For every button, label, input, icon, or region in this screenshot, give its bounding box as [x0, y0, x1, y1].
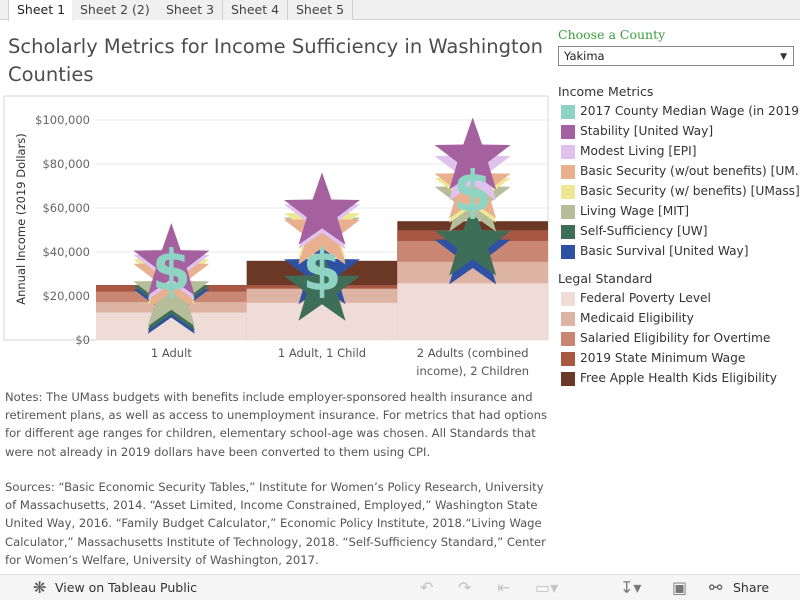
view-on-tableau-public-link[interactable]: View on Tableau Public — [55, 580, 198, 595]
legend-item[interactable]: 2019 State Minimum Wage — [560, 349, 800, 369]
legend-item[interactable]: Stability [United Way] — [560, 122, 800, 142]
legend-swatch — [561, 312, 575, 326]
legend-item[interactable]: Living Wage [MIT] — [560, 202, 800, 222]
legend-swatch — [561, 352, 575, 366]
legend-item[interactable]: Federal Poverty Level — [560, 289, 800, 309]
y-tick-label: $20,000 — [42, 289, 90, 303]
legal-band — [397, 283, 548, 340]
legend-label: Basic Survival [United Way] — [580, 244, 749, 258]
income-dollar-marker: $ — [303, 239, 342, 304]
county-dropdown[interactable]: Yakima ▼ — [558, 46, 794, 66]
legend-item[interactable]: Modest Living [EPI] — [560, 142, 800, 162]
legend-swatch — [561, 125, 575, 139]
legend-swatch — [561, 372, 575, 386]
legend-item[interactable]: Basic Security (w/out benefits) [UM... — [560, 162, 800, 182]
tab-sheet-4[interactable]: Sheet 4 — [223, 0, 289, 20]
share-icon[interactable]: ⚯ — [709, 578, 723, 597]
income-dollar-marker: $ — [453, 159, 492, 224]
legend-swatch — [561, 292, 575, 306]
tab-sheet-3[interactable]: Sheet 3 — [158, 0, 224, 20]
legend-item[interactable]: Free Apple Health Kids Eligibility — [560, 369, 800, 389]
x-category-label: 2 Adults (combined — [417, 346, 529, 360]
county-filter-label: Choose a County — [558, 27, 666, 42]
legend-swatch — [561, 165, 575, 179]
x-category-label: 1 Adult — [151, 346, 192, 360]
revert-icon[interactable]: ⇤ — [497, 578, 511, 597]
legend-label: Free Apple Health Kids Eligibility — [580, 371, 778, 385]
legend-label: Self-Sufficiency [UW] — [580, 224, 708, 238]
legend-label: 2017 County Median Wage (in 2019 ... — [580, 104, 800, 118]
legend-label: Stability [United Way] — [580, 124, 714, 138]
legend-legal-title: Legal Standard — [558, 271, 653, 286]
legend-label: 2019 State Minimum Wage — [580, 351, 746, 365]
legend-swatch — [561, 105, 575, 119]
legend-label: Basic Security (w/ benefits) [UMass] — [580, 184, 800, 198]
y-tick-label: $0 — [75, 333, 90, 347]
legal-band — [246, 302, 398, 340]
fullscreen-icon[interactable]: ▣ — [672, 578, 688, 597]
chevron-down-icon: ▼ — [780, 52, 787, 62]
legend-swatch — [561, 145, 575, 159]
legend-label: Federal Poverty Level — [580, 291, 711, 305]
income-dollar-marker: $ — [152, 239, 191, 304]
legend-swatch — [561, 332, 575, 346]
legend-swatch — [561, 185, 575, 199]
legend-label: Living Wage [MIT] — [580, 204, 690, 218]
y-axis-label: Annual Income (2019 Dollars) — [14, 133, 28, 305]
legend-item[interactable]: Basic Security (w/ benefits) [UMass] — [560, 182, 800, 202]
income-star-marker — [284, 172, 360, 245]
income-star-marker — [133, 223, 210, 296]
legend-swatch — [561, 225, 575, 239]
undo-icon[interactable]: ↶ — [420, 578, 434, 597]
income-chart: $ $ $ $0 $20,000 $40,000 $60,000 $80,000 $100,00… — [3, 95, 549, 378]
legend-swatch — [561, 205, 575, 219]
legend-label: Modest Living [EPI] — [580, 144, 697, 158]
sheet-tab-bar: Sheet 1 Sheet 2 (2) Sheet 3 Sheet 4 Shee… — [0, 0, 800, 21]
tableau-logo-icon[interactable]: ❋ — [33, 578, 47, 597]
income-star-marker — [434, 203, 511, 276]
income-star-marker — [284, 248, 360, 321]
legend-item[interactable]: Self-Sufficiency [UW] — [560, 222, 800, 242]
sources-text: Sources: “Basic Economic Security Tables… — [5, 480, 546, 567]
download-icon[interactable]: ↧▾ — [620, 578, 642, 597]
y-tick-label: $40,000 — [42, 245, 90, 259]
y-tick-label: $80,000 — [42, 157, 90, 171]
legend-item[interactable]: Medicaid Eligibility — [560, 309, 800, 329]
legend-item[interactable]: 2017 County Median Wage (in 2019 ... — [560, 102, 800, 122]
share-button[interactable]: Share — [733, 580, 770, 595]
tableau-toolbar: ❋ View on Tableau Public ↶ ↷ ⇤ ▭▾ ↧▾ ▣ ⚯… — [0, 574, 800, 600]
legend-item[interactable]: Salaried Eligibility for Overtime — [560, 329, 800, 349]
tab-sheet-1[interactable]: Sheet 1 — [8, 0, 75, 21]
income-star-marker — [434, 117, 511, 190]
y-tick-label: $60,000 — [42, 201, 90, 215]
legend-label: Basic Security (w/out benefits) [UM... — [580, 164, 800, 178]
legend-income-title: Income Metrics — [558, 84, 654, 99]
refresh-icon[interactable]: ▭▾ — [535, 578, 559, 597]
legend-label: Salaried Eligibility for Overtime — [580, 331, 771, 345]
notes-text: Notes: The UMass budgets with benefits i… — [5, 390, 547, 459]
legend-label: Medicaid Eligibility — [580, 311, 694, 325]
county-dropdown-value: Yakima — [564, 49, 605, 63]
x-category-label: 1 Adult, 1 Child — [278, 346, 366, 360]
legend-swatch — [561, 245, 575, 259]
page-title: Scholarly Metrics for Income Sufficiency… — [8, 35, 543, 86]
tab-sheet-5[interactable]: Sheet 5 — [288, 0, 354, 20]
y-tick-label: $100,000 — [35, 113, 90, 127]
redo-icon[interactable]: ↷ — [458, 578, 472, 597]
tab-sheet-2-2[interactable]: Sheet 2 (2) — [72, 0, 159, 20]
x-category-label: income), 2 Children — [416, 364, 529, 378]
legend-item[interactable]: Basic Survival [United Way] — [560, 242, 800, 262]
